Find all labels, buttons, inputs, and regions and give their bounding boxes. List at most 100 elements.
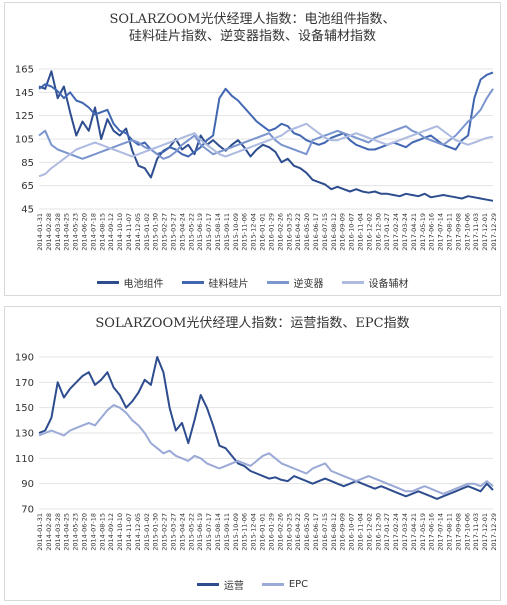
x-tick-label: 2017-02-24	[392, 513, 400, 551]
chart-1-legend: 电池组件 硅料硅片 逆变器 设备辅材	[5, 275, 500, 290]
y-tick-label: 165	[15, 65, 34, 76]
legend-item-operation: 运营	[196, 577, 244, 592]
x-tick-label: 2014-09-12	[107, 513, 115, 551]
x-tick-label: 2017-07-14	[437, 513, 445, 551]
x-tick-label: 2015-03-27	[170, 213, 178, 251]
x-tick-label: 2014-11-07	[125, 513, 133, 551]
legend-swatch	[261, 583, 284, 586]
x-tick-label: 2014-10-10	[116, 513, 124, 551]
x-tick-label: 2014-10-10	[116, 213, 124, 251]
y-tick-label: 110	[15, 454, 34, 465]
x-tick-label: 2016-08-12	[330, 513, 338, 551]
x-tick-label: 2014-01-31	[36, 213, 44, 251]
x-tick-label: 2017-03-24	[401, 213, 409, 251]
x-tick-label: 2017-05-19	[419, 513, 427, 551]
x-tick-label: 2014-11-07	[125, 213, 133, 251]
x-tick-label: 2015-12-04	[250, 213, 258, 251]
x-tick-label: 2014-02-28	[45, 213, 53, 251]
chart-panel-2: SOLARZOOM光伏经理人指数：运营指数、EPC指数 70 90 110 130 15…	[4, 306, 501, 601]
x-tick-label: 2015-07-17	[205, 513, 213, 551]
x-tick-label: 2015-06-19	[196, 213, 204, 251]
x-tick-label: 2017-08-11	[445, 513, 453, 551]
y-tick-label: 105	[15, 135, 34, 146]
legend-label: 电池组件	[123, 279, 164, 290]
x-tick-label: 2014-01-31	[36, 513, 44, 551]
x-tick-label: 2014-12-05	[134, 513, 142, 551]
series-line-0	[38, 356, 494, 500]
legend-item-inverter: 逆变器	[266, 275, 324, 290]
x-tick-label: 2014-08-15	[98, 513, 106, 551]
y-tick-label: 190	[15, 353, 34, 364]
legend-label: 设备辅材	[368, 279, 409, 290]
y-tick-label: 90	[21, 479, 34, 490]
legend-item-cell-module: 电池组件	[96, 275, 164, 290]
x-tick-label: 2016-09-09	[339, 213, 347, 251]
x-tick-label: 2015-07-17	[205, 213, 213, 251]
x-tick-label: 2017-06-16	[428, 213, 436, 251]
x-tick-label: 2015-04-24	[178, 213, 186, 251]
x-tick-label: 2016-01-29	[267, 513, 275, 551]
x-tick-label: 2017-09-08	[454, 213, 462, 251]
x-tick-label: 2016-12-30	[374, 513, 382, 551]
x-tick-label: 2015-11-06	[241, 513, 249, 551]
y-tick-label: 65	[21, 181, 34, 192]
legend-swatch	[266, 281, 289, 284]
y-tick-label: 125	[15, 111, 34, 122]
chart-title-2: SOLARZOOM光伏经理人指数：运营指数、EPC指数	[95, 316, 410, 331]
y-tick-label: 150	[15, 403, 34, 414]
x-tick-label: 2016-01-29	[267, 213, 275, 251]
y-tick-label: 170	[15, 378, 34, 389]
series-line-3	[38, 122, 494, 178]
legend-swatch	[181, 281, 204, 284]
x-tick-label: 2015-06-19	[196, 513, 204, 551]
x-tick-label: 2016-01-01	[259, 213, 267, 251]
x-tick-label: 2016-05-20	[303, 513, 311, 551]
x-tick-label: 2015-09-11	[223, 213, 231, 251]
x-tick-label: 2017-12-29	[490, 513, 498, 551]
x-tick-label: 2017-12-29	[490, 213, 498, 251]
x-tick-label: 2014-06-20	[81, 213, 89, 251]
x-tick-label: 2017-07-14	[437, 213, 445, 251]
x-tick-label: 2016-08-12	[330, 213, 338, 251]
legend-item-silicon-wafer: 硅料硅片	[181, 275, 249, 290]
x-tick-label: 2016-10-07	[348, 513, 356, 551]
x-tick-label: 2015-03-27	[170, 513, 178, 551]
x-tick-label: 2015-04-24	[178, 513, 186, 551]
x-tick-label: 2016-07-15	[321, 213, 329, 251]
x-tick-label: 2016-12-30	[374, 213, 382, 251]
x-tick-label: 2017-06-16	[428, 513, 436, 551]
legend-label: 运营	[223, 581, 244, 592]
x-tick-label: 2017-12-01	[481, 513, 489, 551]
series-line-1	[38, 71, 494, 158]
x-tick-label: 2015-08-14	[214, 513, 222, 551]
x-tick-label: 2016-04-22	[294, 513, 302, 551]
x-tick-label: 2017-04-21	[410, 513, 418, 551]
x-tick-label: 2014-07-18	[89, 213, 97, 251]
legend-label: 逆变器	[293, 279, 324, 290]
x-tick-label: 2016-03-25	[285, 513, 293, 551]
chart-2-legend: 运营 EPC	[5, 577, 500, 592]
x-tick-label: 2017-11-03	[472, 213, 480, 251]
x-tick-label: 2017-01-27	[383, 513, 391, 551]
x-tick-label: 2017-08-11	[445, 213, 453, 251]
x-tick-label: 2014-07-18	[89, 513, 97, 551]
x-tick-label: 2014-03-28	[54, 513, 62, 551]
x-tick-label: 2017-10-06	[463, 513, 471, 551]
legend-item-epc: EPC	[261, 577, 308, 592]
x-tick-label: 2016-02-26	[276, 213, 284, 251]
x-tick-label: 2015-08-14	[214, 213, 222, 251]
x-tick-label: 2017-11-03	[472, 513, 480, 551]
x-tick-label: 2016-03-25	[285, 213, 293, 251]
x-tick-label: 2017-10-06	[463, 213, 471, 251]
x-tick-label: 2015-12-04	[250, 513, 258, 551]
x-tick-label: 2015-02-27	[161, 513, 169, 551]
x-tick-label: 2016-02-26	[276, 513, 284, 551]
x-tick-label: 2014-02-28	[45, 513, 53, 551]
x-tick-label: 2015-01-30	[152, 213, 160, 251]
x-tick-label: 2015-10-09	[232, 513, 240, 551]
chart-title-1: SOLARZOOM光伏经理人指数：电池组件指数、 硅料硅片指数、逆变器指数、设备…	[109, 12, 396, 44]
legend-swatch	[196, 583, 219, 586]
y-tick-label: 130	[15, 429, 34, 440]
y-tick-label: 45	[21, 205, 34, 216]
